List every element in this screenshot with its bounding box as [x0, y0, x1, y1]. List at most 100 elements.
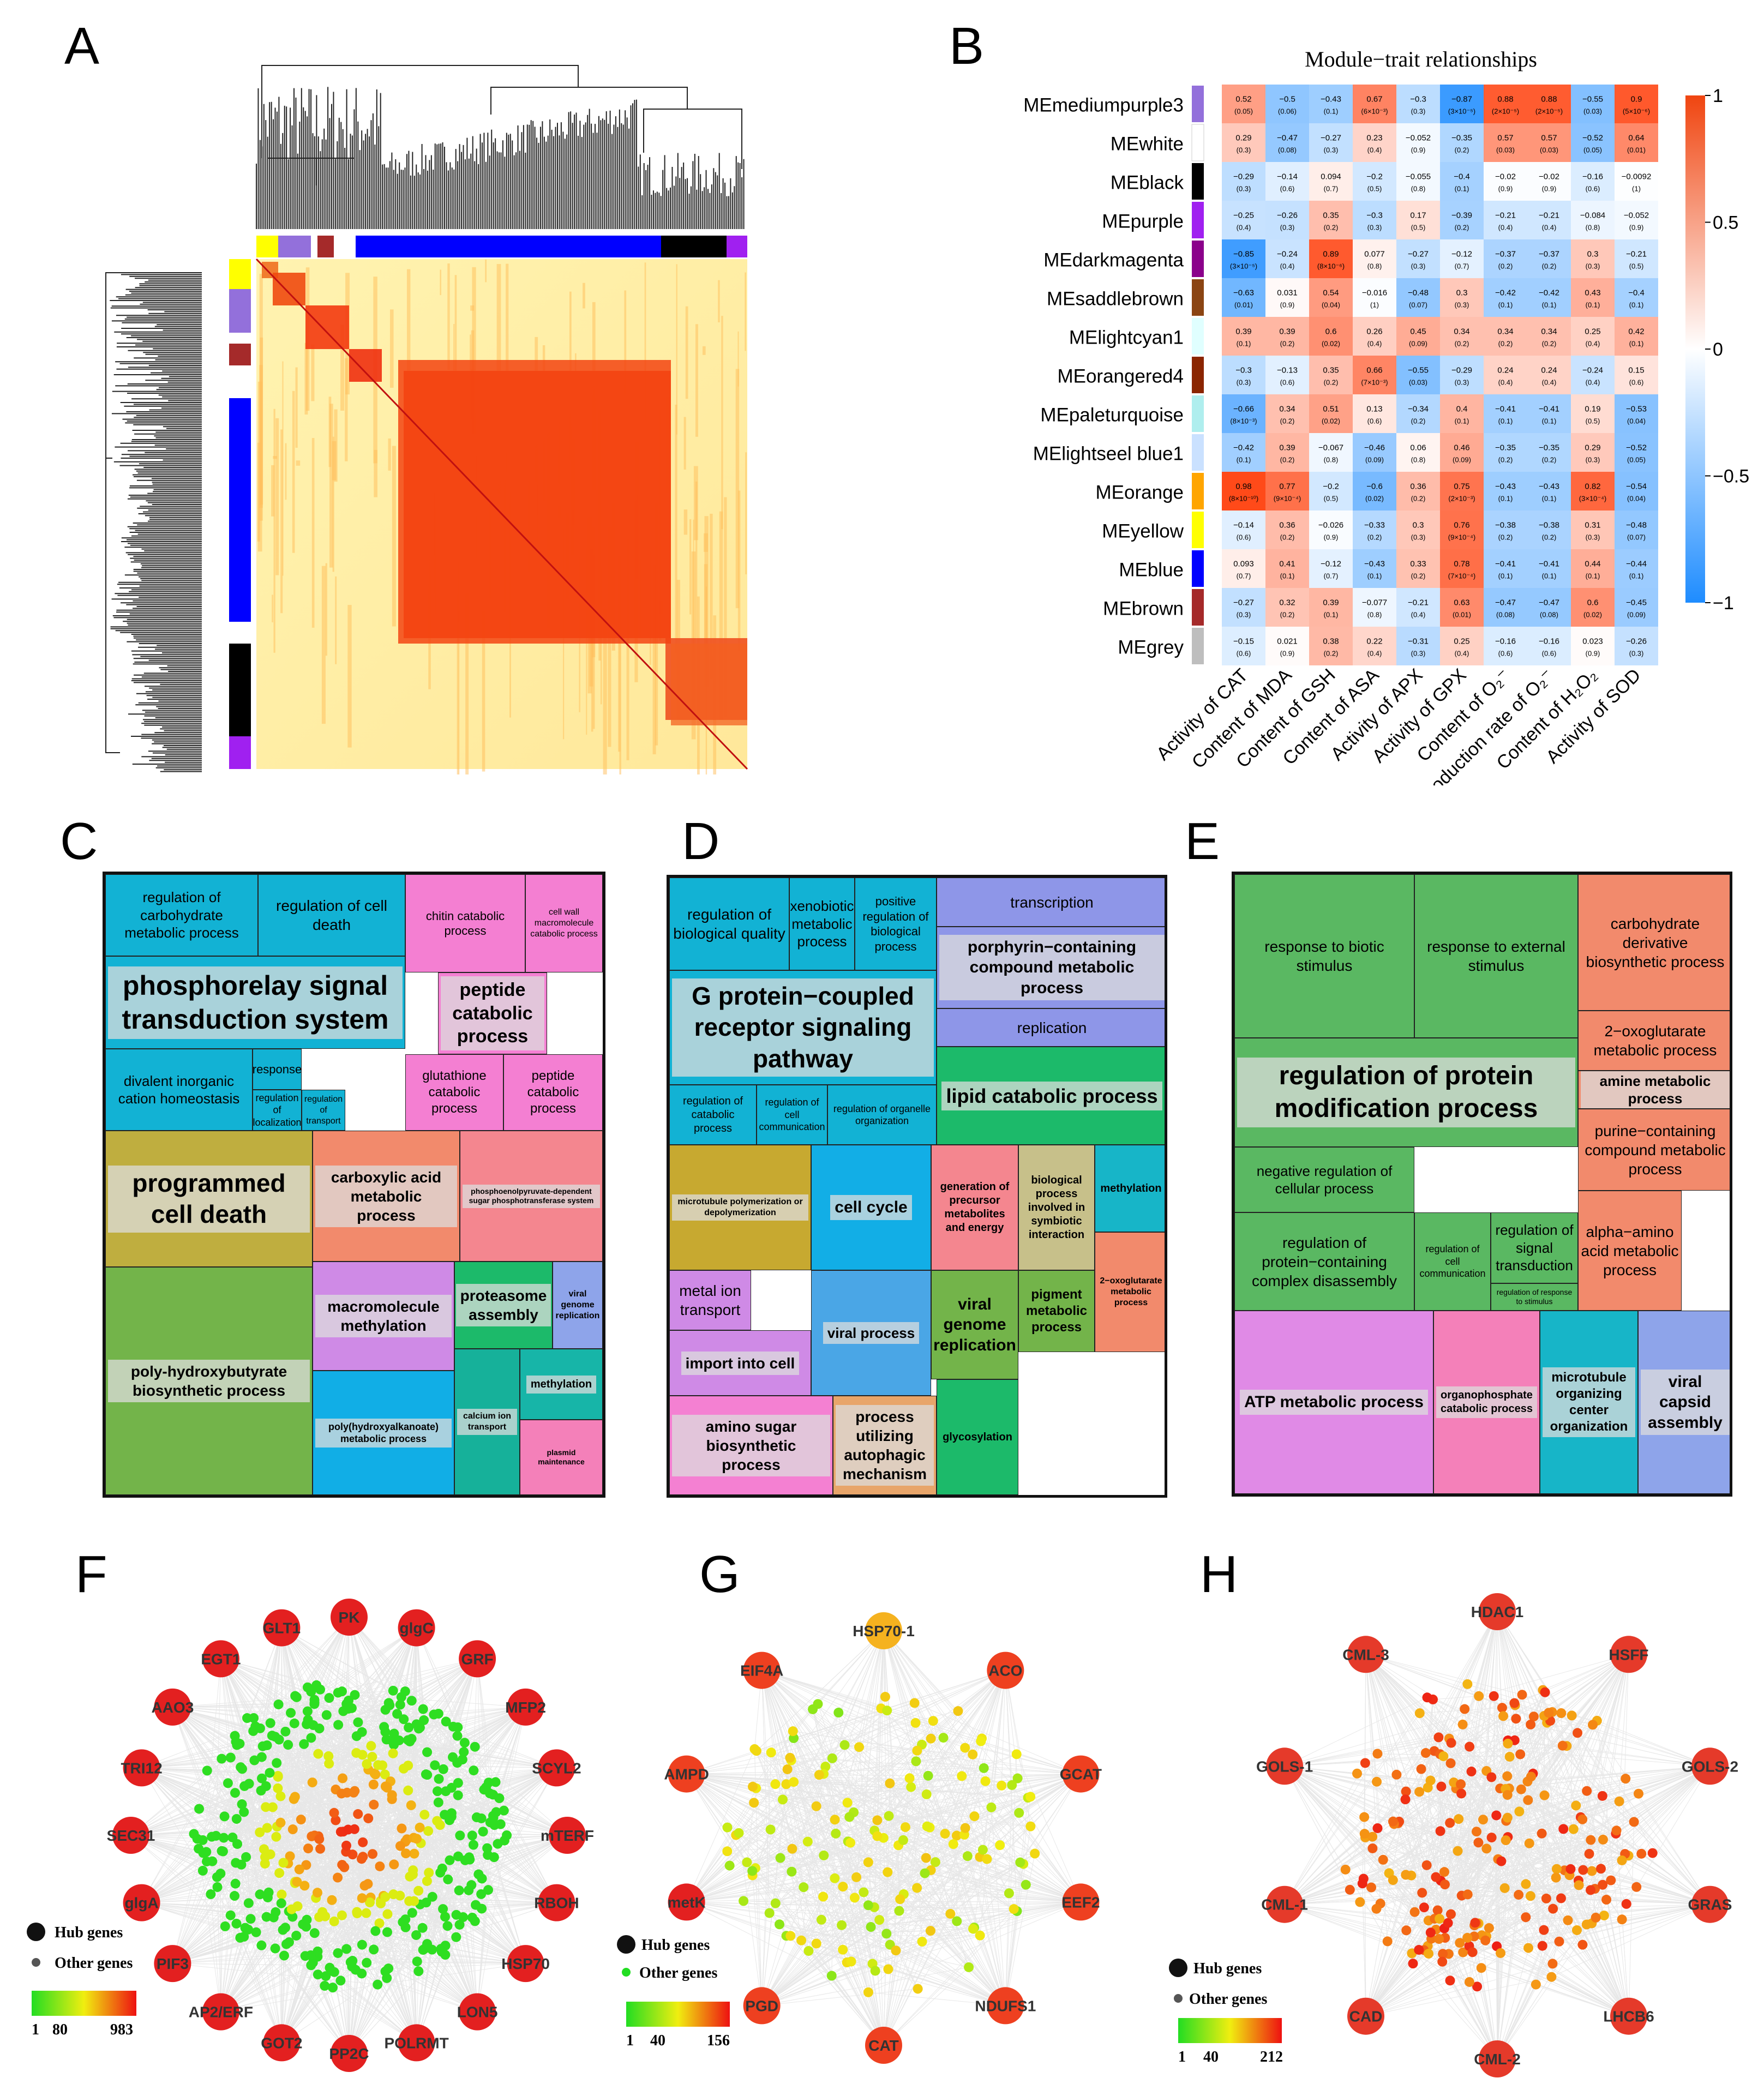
module-trait-cell: [1265, 278, 1309, 317]
module-trait-cell: [1440, 317, 1484, 356]
gene-node: [975, 1930, 985, 1941]
gene-node: [1438, 1949, 1448, 1959]
module-color-swatch: [1192, 628, 1204, 664]
treemap-tile: import into cell: [669, 1330, 811, 1396]
p-value: (0.4): [1498, 224, 1513, 232]
gene-node: [1473, 1837, 1484, 1848]
gene-node: [382, 1909, 393, 1919]
module-trait-cell: [1309, 123, 1353, 162]
gene-node: [499, 1805, 509, 1816]
hub-gene-node: [112, 1817, 149, 1854]
gene-node: [870, 1966, 880, 1976]
treemap-tile: organophosphate catabolic process: [1433, 1311, 1540, 1494]
treemap-tile: regulation of biological quality: [669, 878, 789, 970]
gene-node: [422, 1876, 432, 1886]
gene-node: [261, 1802, 271, 1812]
gene-node: [412, 1834, 422, 1844]
correlation-value: −0.48: [1626, 521, 1647, 530]
gene-node: [1511, 1714, 1521, 1724]
treemap-tile-label: cell cycle: [830, 1195, 912, 1220]
treemap-tile-label: amino sugar biosynthetic process: [672, 1414, 830, 1476]
treemap-tile: response: [253, 1049, 302, 1090]
gene-node: [1462, 1889, 1473, 1900]
gene-node: [1582, 1786, 1592, 1796]
p-value: (0.1): [1542, 301, 1557, 309]
treemap-tile-label: methylation: [1100, 1182, 1162, 1194]
gene-node: [749, 1798, 759, 1808]
gene-node: [1391, 1769, 1402, 1780]
gene-node: [964, 1962, 974, 1972]
gene-node: [1636, 1848, 1647, 1859]
correlation-value: −0.66: [1233, 405, 1254, 414]
p-value: (0.3): [1586, 533, 1600, 542]
correlation-value: −0.016: [1362, 289, 1387, 298]
gene-node: [1388, 1875, 1398, 1885]
module-trait-cell: [1615, 278, 1658, 317]
correlation-value: 0.35: [1323, 211, 1339, 220]
treemap-tile: regulation of carbohydrate metabolic pro…: [105, 874, 258, 956]
module-trait-cell: [1309, 278, 1353, 317]
module-trait-cell: [1309, 511, 1353, 549]
module-color-swatch: [1192, 434, 1204, 471]
gene-node: [404, 1896, 415, 1906]
treemap-tile: xenobiotic metabolic process: [789, 878, 855, 970]
p-value: (0.4): [1280, 262, 1295, 271]
gene-node: [774, 1919, 784, 1930]
p-value: (0.6): [1367, 417, 1382, 425]
correlation-value: −0.53: [1626, 405, 1647, 414]
gene-node: [1439, 1867, 1449, 1877]
hub-gene-node: [459, 1993, 496, 2031]
gene-node: [476, 1813, 487, 1823]
correlation-value: −0.052: [1406, 134, 1431, 143]
p-value: (0.4): [1455, 650, 1469, 658]
treemap-tile: amine metabolic process: [1578, 1071, 1730, 1109]
treemap-tile-label: glycosylation: [943, 1431, 1012, 1443]
gene-node: [357, 1893, 367, 1903]
gene-node: [451, 1932, 461, 1942]
gene-node: [938, 1733, 949, 1743]
gene-node: [1537, 1941, 1547, 1951]
correlation-value: 0.51: [1323, 405, 1339, 414]
hub-gene-node: [1266, 1747, 1304, 1785]
treemap-tile: methylation: [520, 1349, 603, 1420]
correlation-value: 0.34: [1454, 327, 1469, 337]
hub-gene-node: [202, 1993, 239, 2031]
p-value: (0.7): [1237, 572, 1251, 580]
gene-node: [403, 1735, 413, 1745]
gene-node: [910, 1717, 921, 1728]
correlation-value: 0.093: [1233, 560, 1254, 569]
gene-node: [249, 1713, 259, 1723]
correlation-value: −0.55: [1582, 95, 1603, 104]
gene-node: [256, 1940, 267, 1950]
correlation-value: −0.4: [1628, 289, 1645, 298]
gene-node: [921, 1853, 931, 1863]
module-trait-cell: [1353, 85, 1396, 123]
gene-node: [419, 1715, 429, 1725]
p-value: (0.3): [1411, 533, 1426, 542]
p-value: (0.5): [1367, 185, 1382, 193]
gene-node: [1435, 1826, 1445, 1836]
correlation-value: 0.44: [1585, 560, 1600, 569]
module-trait-cell: [1353, 588, 1396, 627]
module-trait-cell: [1222, 201, 1265, 239]
hub-gene-node: [538, 1749, 575, 1787]
p-value: (0.05): [1234, 107, 1253, 116]
gene-node: [411, 1719, 422, 1729]
correlation-value: 0.45: [1410, 327, 1426, 337]
gene-node: [406, 1696, 417, 1706]
gene-node: [1424, 1949, 1434, 1959]
gene-node: [230, 1878, 241, 1889]
treemap-tile-label: regulation of catabolic process: [682, 1095, 743, 1134]
gene-node: [275, 1817, 286, 1828]
gene-node: [872, 1831, 883, 1841]
module-trait-cell: [1527, 85, 1571, 123]
gene-node: [1595, 1864, 1606, 1874]
module-color-swatch: [1192, 473, 1204, 509]
gene-node: [953, 1706, 963, 1716]
treemap-tile: regulation of signal transduction: [1491, 1212, 1578, 1283]
hub-gene-node: [1347, 1997, 1385, 2035]
gene-node: [838, 1944, 848, 1955]
gene-node: [1481, 1843, 1492, 1854]
correlation-value: −0.45: [1626, 598, 1647, 608]
p-value: (0.7): [1324, 572, 1339, 580]
